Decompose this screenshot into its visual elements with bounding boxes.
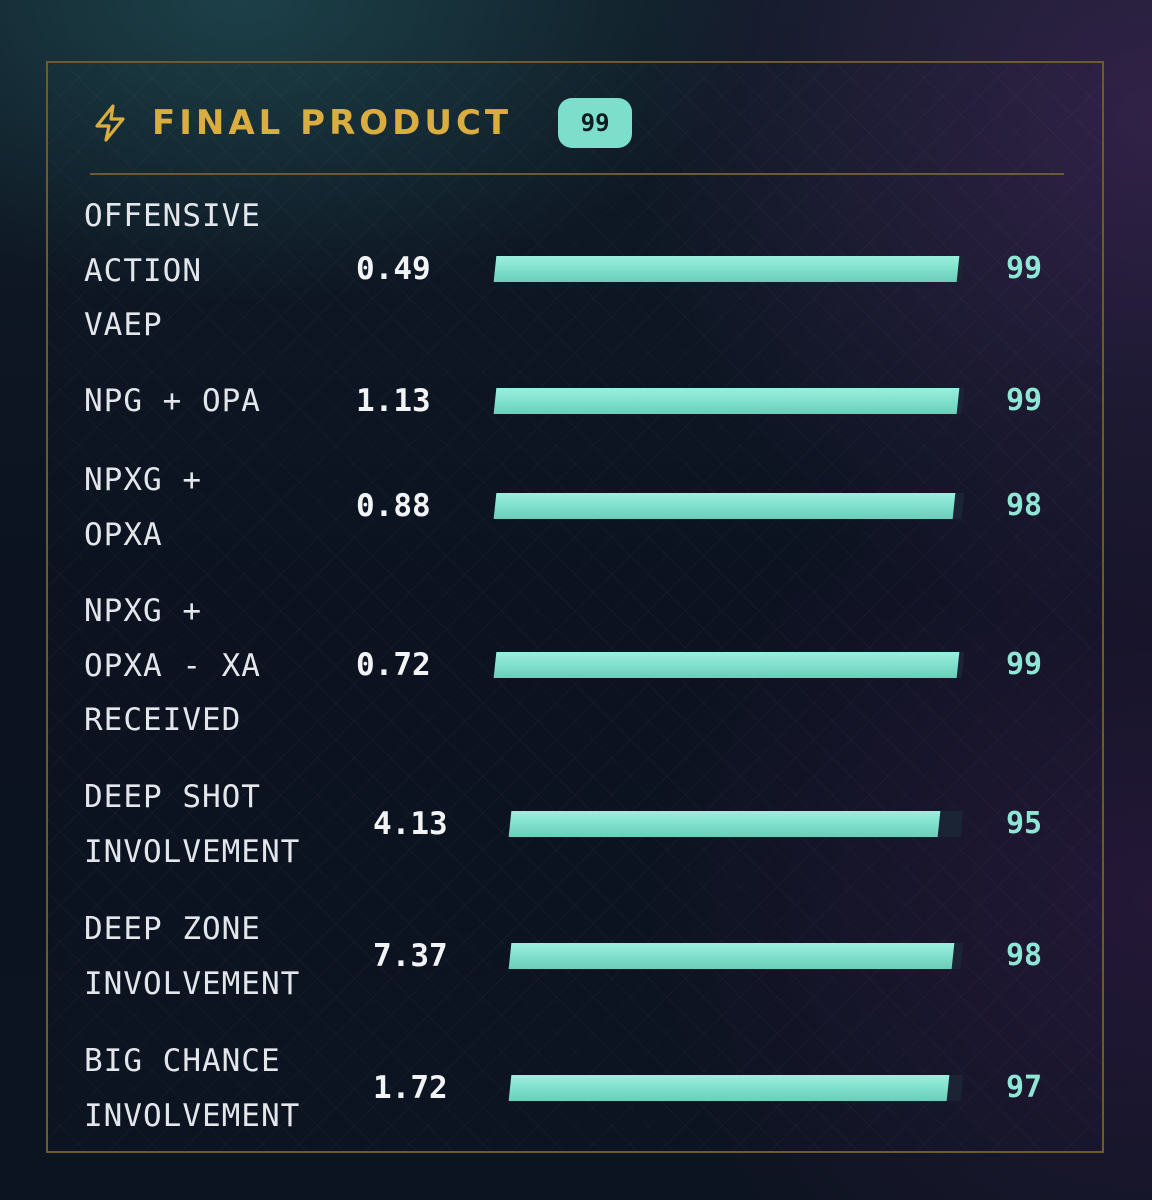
metric-value: 1.72: [373, 1070, 448, 1106]
percentile-bar-fill: [508, 811, 941, 837]
metric-value: 7.37: [373, 938, 448, 974]
metric-value: 0.72: [356, 647, 431, 683]
percentile-bar-fill: [508, 943, 955, 969]
percentile-bar-fill: [508, 1075, 950, 1101]
percentile-bar-track: [493, 652, 965, 678]
metric-label: DEEP ZONE INVOLVEMENT: [84, 911, 301, 1002]
metric-percentile: 98: [1006, 488, 1043, 523]
card-title: FINAL PRODUCT: [152, 103, 513, 143]
percentile-bar-track: [508, 943, 964, 969]
metric-value: 4.13: [373, 806, 448, 842]
percentile-bar-track: [508, 1075, 964, 1101]
card-header: FINAL PRODUCT 99: [90, 97, 633, 149]
metric-label: NPXG + OPXA - XA RECEIVED: [84, 593, 261, 738]
metric-percentile: 97: [1006, 1070, 1043, 1105]
final-product-card: FINAL PRODUCT 99 OFFENSIVE ACTION VAEP 0.…: [46, 61, 1104, 1153]
percentile-bar-track: [493, 493, 965, 519]
overall-score-badge: 99: [558, 98, 633, 148]
metric-value: 0.88: [356, 488, 431, 524]
metric-percentile: 99: [1006, 383, 1043, 418]
metric-percentile: 99: [1006, 647, 1043, 682]
metric-label: NPG + OPA: [84, 383, 261, 419]
metric-percentile: 99: [1006, 251, 1043, 286]
metric-label: OFFENSIVE ACTION VAEP: [84, 198, 261, 343]
metric-label: DEEP SHOT INVOLVEMENT: [84, 779, 301, 870]
percentile-bar-fill: [493, 256, 960, 282]
metric-value: 0.49: [356, 251, 431, 287]
percentile-bar-fill: [493, 652, 960, 678]
percentile-bar-track: [508, 811, 964, 837]
metric-label: BIG CHANCE INVOLVEMENT: [84, 1043, 301, 1134]
metric-value: 1.13: [356, 383, 431, 419]
percentile-bar-track: [493, 388, 965, 414]
metric-percentile: 95: [1006, 806, 1043, 841]
metric-percentile: 98: [1006, 938, 1043, 973]
percentile-bar-fill: [493, 388, 960, 414]
header-divider: [90, 173, 1064, 175]
percentile-bar-track: [493, 256, 965, 282]
percentile-bar-fill: [493, 493, 955, 519]
metric-label: NPXG + OPXA: [84, 462, 202, 553]
lightning-bolt-icon: [90, 103, 130, 143]
